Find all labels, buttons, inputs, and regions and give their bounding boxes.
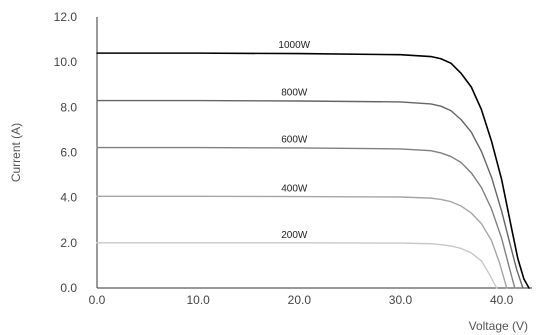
x-axis-title: Voltage (V)	[469, 319, 528, 333]
tick-labels: 0.0 2.0 4.0 6.0 8.0 10.0 12.0 0.0 10.0 20.0 30.0 40…	[54, 10, 514, 307]
x-tick-label: 10.0	[186, 293, 210, 307]
y-tick-label: 2.0	[60, 236, 77, 250]
y-tick-label: 10.0	[54, 55, 78, 69]
chart-axes	[96, 17, 532, 289]
series-line-800w	[96, 99, 524, 289]
series-label-400w: 400W	[281, 183, 308, 194]
series-label-1000w: 1000W	[278, 40, 310, 51]
x-tick-label: 0.0	[89, 293, 106, 307]
series-lines	[96, 52, 530, 289]
series-label-800w: 800W	[281, 88, 308, 99]
series-line-200w	[96, 242, 498, 289]
series-label-600w: 600W	[281, 135, 308, 146]
series-line-1000w	[96, 52, 530, 289]
series-label-200w: 200W	[281, 230, 308, 241]
x-tick-label: 20.0	[288, 293, 312, 307]
y-axis-title: Current (A)	[9, 123, 23, 182]
series-line-600w	[96, 146, 516, 289]
series-labels: 1000W 800W 600W 400W 200W	[278, 40, 310, 241]
y-tick-label: 12.0	[54, 10, 78, 24]
x-tick-label: 30.0	[389, 293, 413, 307]
y-tick-label: 6.0	[60, 146, 77, 160]
y-tick-label: 0.0	[60, 281, 77, 295]
y-tick-label: 8.0	[60, 100, 77, 114]
series-line-400w	[96, 195, 508, 289]
y-tick-label: 4.0	[60, 191, 77, 205]
x-tick-label: 40.0	[490, 293, 514, 307]
